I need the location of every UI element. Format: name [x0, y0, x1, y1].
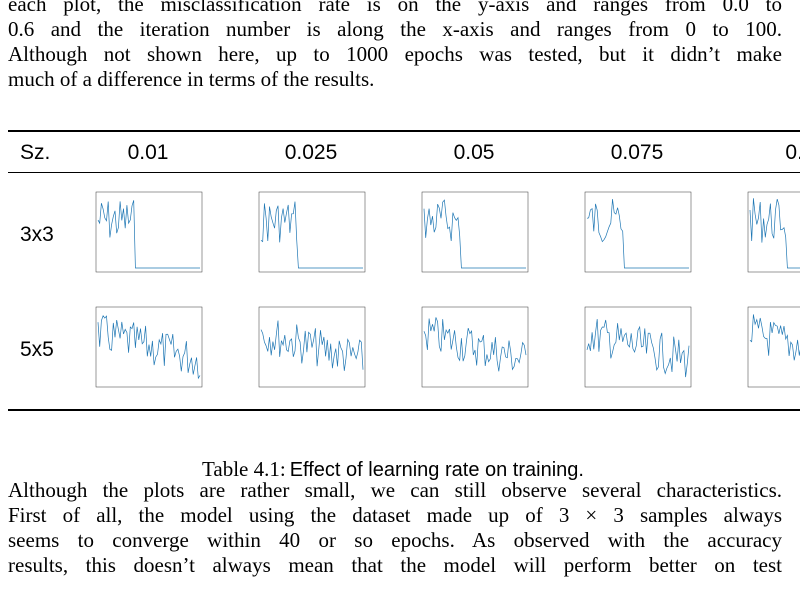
- table-top-rule: [8, 130, 800, 132]
- column-header: 0.075: [610, 141, 664, 164]
- column-header: 0.025: [284, 141, 338, 164]
- column-header: Sz.: [20, 141, 51, 164]
- plot-thumbnail: [747, 306, 800, 388]
- plot-thumbnail: [584, 306, 692, 388]
- caption-text: Effect of learning rate on training.: [289, 459, 584, 481]
- text-line: Although not shown here, up to 1000 epoc…: [8, 42, 782, 66]
- text-line: much of a difference in terms of the res…: [8, 67, 375, 91]
- plot-thumbnail: [258, 306, 366, 388]
- table-mid-rule: [8, 172, 800, 173]
- table-caption: Table 4.1: Effect of learning rate on tr…: [0, 456, 786, 485]
- text-line: results, this doesn’t always mean that t…: [8, 553, 782, 577]
- plot-thumbnail: [747, 191, 800, 273]
- plot-thumbnail: [584, 191, 692, 273]
- plot-thumbnail: [421, 191, 529, 273]
- column-header: 0.1: [785, 141, 800, 164]
- column-header: 0.01: [127, 141, 169, 164]
- caption-label: Table 4.1:: [202, 457, 286, 481]
- text-line: each plot, the misclassification rate is…: [8, 0, 782, 16]
- row-label: 5x5: [20, 338, 54, 361]
- text-line: seems to converge within 40 or so epochs…: [8, 528, 782, 552]
- plot-thumbnail: [95, 191, 203, 273]
- text-line: Although the plots are rather small, we …: [8, 478, 782, 502]
- plot-thumbnail: [421, 306, 529, 388]
- plot-thumbnail: [95, 306, 203, 388]
- row-label: 3x3: [20, 223, 54, 246]
- text-line: First of all, the model using the datase…: [8, 503, 782, 527]
- table-bottom-rule: [8, 409, 800, 411]
- plot-thumbnail: [258, 191, 366, 273]
- text-line: 0.6 and the iteration number is along th…: [8, 17, 782, 41]
- column-header: 0.05: [453, 141, 495, 164]
